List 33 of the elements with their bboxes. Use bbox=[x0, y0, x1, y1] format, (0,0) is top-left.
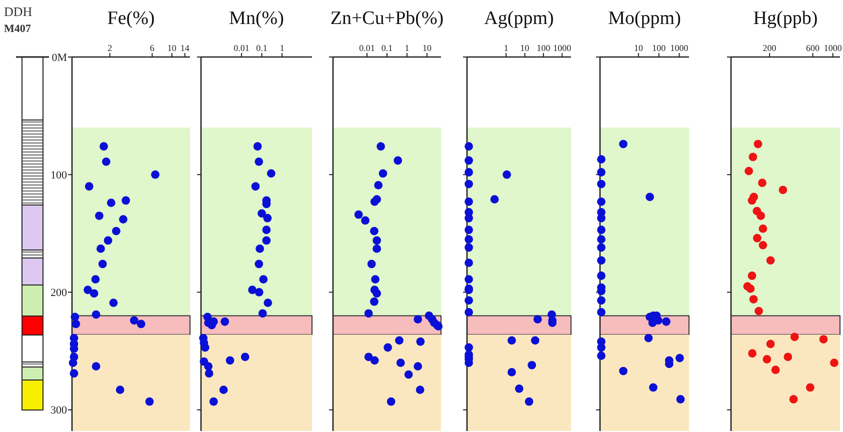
chart-title: Fe(%) bbox=[107, 8, 155, 29]
x-tick-label: 1000 bbox=[553, 43, 572, 53]
chart-title: Mn(%) bbox=[229, 8, 284, 29]
y-tick-label: 0M bbox=[52, 52, 68, 64]
x-tick-label: 10 bbox=[634, 43, 644, 53]
y-tick-label: 200 bbox=[50, 287, 68, 300]
y-tick-label: 100 bbox=[50, 169, 68, 182]
chart-title: Ag(ppm) bbox=[484, 8, 554, 29]
x-tick-label: 100 bbox=[652, 43, 666, 53]
text: DDH bbox=[4, 4, 32, 19]
x-tick-label: 0.01 bbox=[234, 43, 250, 53]
chart-title: Mo(ppm) bbox=[608, 8, 681, 29]
chart-title: Hg(ppb) bbox=[753, 8, 818, 29]
x-tick-label: 10 bbox=[422, 43, 432, 53]
x-tick-label: 100 bbox=[536, 43, 551, 53]
x-tick-label: 0.1 bbox=[256, 43, 268, 53]
x-tick-label: 10 bbox=[520, 43, 530, 53]
x-tick-label: 1000 bbox=[824, 43, 842, 53]
x-tick-label: 1 bbox=[280, 43, 284, 53]
x-tick-label: 1000 bbox=[670, 43, 689, 53]
x-tick-label: 2 bbox=[108, 43, 112, 53]
x-tick-label: 1 bbox=[404, 43, 410, 53]
x-tick-label: 10 bbox=[167, 43, 177, 53]
x-tick-label: 6 bbox=[150, 43, 155, 53]
x-tick-label: 1 bbox=[504, 43, 508, 53]
x-tick-label: 0.01 bbox=[359, 43, 375, 53]
x-tick-label: 0.1 bbox=[381, 43, 393, 53]
text: M407 bbox=[4, 23, 32, 35]
x-tick-label: 200 bbox=[762, 43, 777, 53]
y-tick-label: 300 bbox=[50, 404, 68, 417]
x-tick-label: 600 bbox=[806, 43, 820, 53]
x-tick-label: 14 bbox=[180, 43, 190, 53]
chart-title: Zn+Cu+Pb(%) bbox=[330, 8, 444, 29]
